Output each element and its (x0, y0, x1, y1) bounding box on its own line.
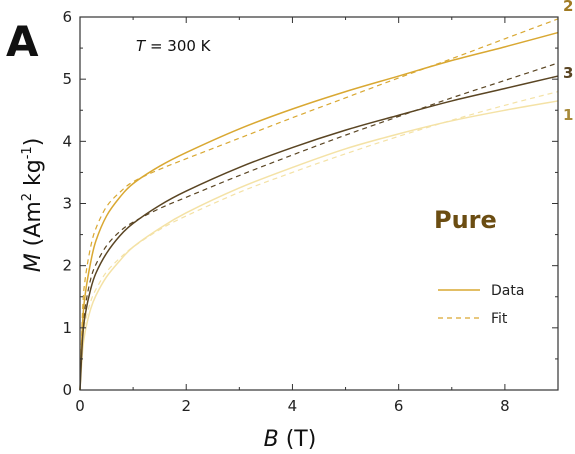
series-label-3: 3 (563, 64, 573, 82)
material-label: Pure (434, 206, 497, 234)
y-axis-unit-a: (Am (21, 201, 46, 253)
temperature-symbol: T (136, 37, 147, 55)
y-axis-sup-1: 2 (20, 193, 35, 201)
x-tick-label: 6 (394, 397, 404, 415)
panel-letter: A (6, 17, 39, 66)
y-axis-sup-2: -1 (20, 146, 35, 159)
series-label-1: 1 (563, 106, 573, 124)
x-tick-label: 8 (500, 397, 510, 415)
x-tick-label: 2 (181, 397, 191, 415)
y-tick-label: 5 (62, 70, 72, 88)
data-line-3 (79, 75, 559, 391)
fit-line-2 (79, 18, 559, 391)
temperature-label: T = 300 K (136, 37, 212, 55)
plot-frame (79, 16, 559, 391)
legend-fit-label: Fit (491, 311, 508, 327)
y-tick-label: 0 (62, 381, 72, 399)
legend-data-label: Data (491, 283, 524, 299)
x-axis-unit: (T) (279, 427, 317, 452)
y-axis-label: M (Am2 kg-1) (20, 138, 46, 273)
y-axis-unit-c: ) (21, 138, 46, 147)
axis-ticks: 0 2 4 6 8 0 1 2 3 4 5 6 (62, 8, 559, 415)
y-tick-label: 4 (62, 132, 72, 150)
y-tick-label: 2 (62, 257, 72, 275)
temperature-value: = 300 K (145, 37, 212, 55)
data-line-2 (79, 31, 559, 391)
series-label-2: 2 (563, 0, 573, 15)
y-tick-label: 6 (62, 8, 72, 26)
fit-curves (79, 18, 559, 391)
series-labels: 1 2 3 (563, 0, 573, 124)
y-axis-unit-b: kg (21, 159, 46, 193)
legend: Data Fit (438, 283, 524, 327)
x-tick-label: 4 (288, 397, 298, 415)
y-tick-label: 1 (62, 319, 72, 337)
y-tick-label: 3 (62, 195, 72, 213)
fit-line-1 (79, 91, 559, 391)
x-axis-symbol: B (264, 427, 279, 452)
data-curves (79, 31, 559, 391)
data-line-1 (79, 100, 559, 391)
y-axis-symbol: M (21, 253, 46, 272)
x-tick-label: 0 (75, 397, 85, 415)
x-axis-label: B (T) (264, 427, 317, 452)
